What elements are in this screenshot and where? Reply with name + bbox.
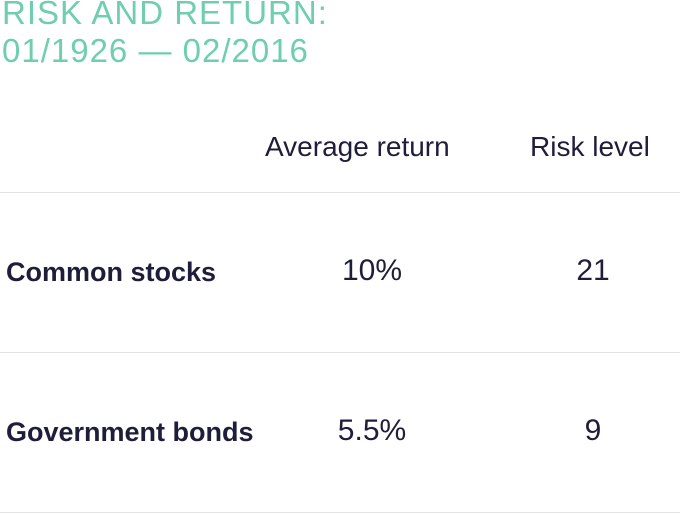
risk-return-table: Average return Risk level Common stocks … xyxy=(0,100,680,513)
page-title: RISK AND RETURN: 01/1926 — 02/2016 xyxy=(2,0,328,70)
table-row: Government bonds 5.5% 9 xyxy=(0,353,680,513)
average-return-value: 10% xyxy=(341,254,403,287)
column-header-risk-level: Risk level xyxy=(530,131,650,162)
row-label-government-bonds: Government bonds xyxy=(6,417,254,447)
row-label-common-stocks: Common stocks xyxy=(6,257,217,287)
risk-level-value: 21 xyxy=(576,254,610,287)
title-line-2: 01/1926 — 02/2016 xyxy=(2,32,309,69)
risk-level-value: 9 xyxy=(584,414,602,447)
table-row: Common stocks 10% 21 xyxy=(0,193,680,353)
average-return-value: 5.5% xyxy=(337,414,407,447)
title-line-1: RISK AND RETURN: xyxy=(2,0,328,31)
table-header-row: Average return Risk level xyxy=(0,100,680,193)
column-header-average-return: Average return xyxy=(265,131,450,162)
